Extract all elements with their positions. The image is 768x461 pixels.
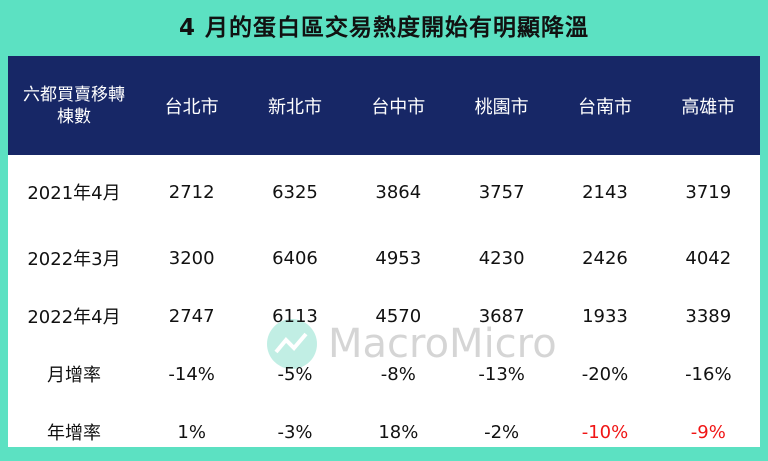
cell: 3719 bbox=[685, 181, 732, 203]
cell: -20% bbox=[581, 363, 629, 385]
table-row: 2022年4月 2747 6113 4570 3687 1933 3389 bbox=[8, 287, 760, 345]
watermark-text: MacroMicro bbox=[328, 321, 557, 367]
cell: 3757 bbox=[478, 181, 525, 203]
cell: 3389 bbox=[685, 305, 732, 327]
cell: 6325 bbox=[272, 181, 318, 203]
cell: -13% bbox=[478, 363, 525, 385]
header-cell: 高雄市 bbox=[681, 96, 736, 118]
cell: -9% bbox=[690, 421, 726, 443]
cell: 1% bbox=[177, 421, 206, 443]
cell: 3864 bbox=[375, 181, 422, 203]
cell: -8% bbox=[380, 363, 416, 385]
watermark-logo bbox=[267, 319, 317, 369]
table-panel: MacroMicro 六都買賣移轉棟數 台北市 新北市 台中市 桃園市 台南市 高雄市 20… bbox=[8, 56, 760, 447]
cell: 4042 bbox=[685, 247, 732, 269]
header-row: 六都買賣移轉棟數 台北市 新北市 台中市 桃園市 台南市 高雄市 bbox=[8, 56, 760, 155]
cell: 3687 bbox=[478, 305, 525, 327]
header-cell: 六都買賣移轉棟數 bbox=[23, 84, 125, 127]
cell: -16% bbox=[685, 363, 732, 385]
table-row: 2022年3月 3200 6406 4953 4230 2426 4042 bbox=[8, 229, 760, 287]
cell: 2712 bbox=[168, 181, 215, 203]
watermark: MacroMicro bbox=[266, 318, 557, 370]
cell: -14% bbox=[168, 363, 215, 385]
table-row: 2021年4月 2712 6325 3864 3757 2143 3719 bbox=[8, 155, 760, 229]
cell: 18% bbox=[378, 421, 419, 443]
cell: 6113 bbox=[272, 305, 318, 327]
cell: -2% bbox=[484, 421, 520, 443]
cell: 3200 bbox=[168, 247, 215, 269]
header-cell: 台南市 bbox=[577, 96, 632, 118]
cell: 4570 bbox=[375, 305, 422, 327]
header-cell: 台中市 bbox=[371, 96, 426, 118]
cell: 1933 bbox=[582, 305, 628, 327]
title: 4 月的蛋白區交易熱度開始有明顯降溫 bbox=[178, 15, 589, 41]
cell: 2426 bbox=[582, 247, 628, 269]
table-row: 月增率 -14% -5% -8% -13% -20% -16% bbox=[8, 345, 760, 403]
cell: -10% bbox=[581, 421, 629, 443]
data-table: 六都買賣移轉棟數 台北市 新北市 台中市 桃園市 台南市 高雄市 2021年4月 2712 63… bbox=[8, 56, 760, 461]
cell: -5% bbox=[277, 363, 313, 385]
cell: 4953 bbox=[375, 247, 422, 269]
header-cell: 新北市 bbox=[267, 96, 322, 118]
header-cell: 桃園市 bbox=[474, 96, 529, 118]
row-label: 2022年3月 bbox=[27, 249, 121, 270]
cell: 2747 bbox=[168, 305, 215, 327]
row-label: 2021年4月 bbox=[27, 183, 121, 204]
header-cell: 台北市 bbox=[164, 96, 219, 118]
cell: -3% bbox=[277, 421, 313, 443]
row-label: 月增率 bbox=[47, 365, 101, 386]
cell: 6406 bbox=[272, 247, 318, 269]
cell: 2143 bbox=[582, 181, 628, 203]
row-label: 年增率 bbox=[47, 423, 101, 444]
row-label: 2022年4月 bbox=[27, 307, 121, 328]
cell: 4230 bbox=[478, 247, 525, 269]
table-row: 年增率 1% -3% 18% -2% -10% -9% bbox=[8, 403, 760, 461]
